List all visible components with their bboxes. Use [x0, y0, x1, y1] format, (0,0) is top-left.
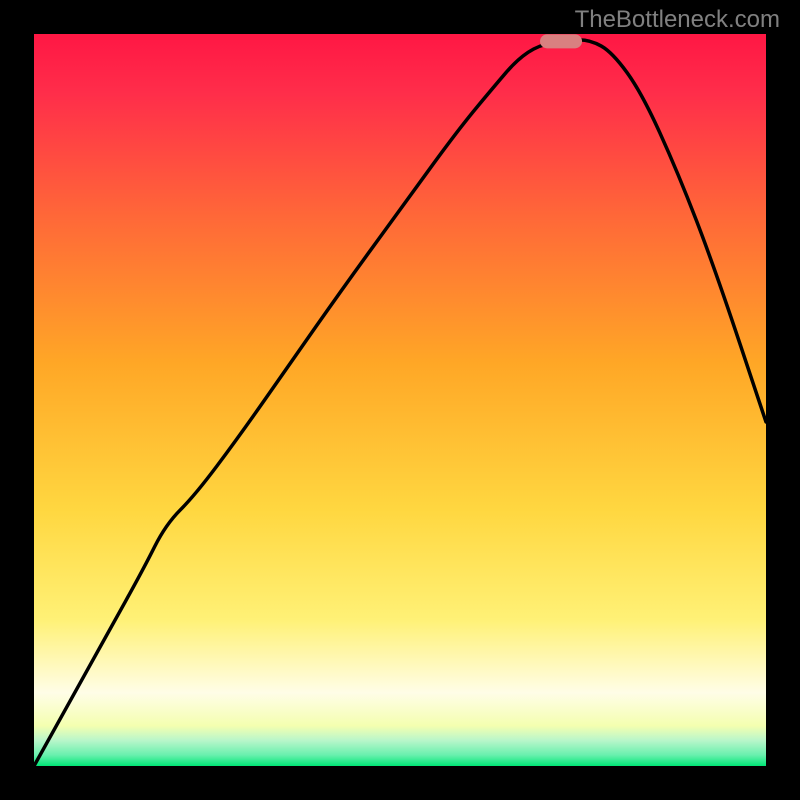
optimal-marker: [540, 34, 582, 48]
watermark-text: TheBottleneck.com: [575, 6, 780, 34]
bottleneck-chart: [0, 0, 800, 800]
plot-background: [34, 34, 766, 766]
